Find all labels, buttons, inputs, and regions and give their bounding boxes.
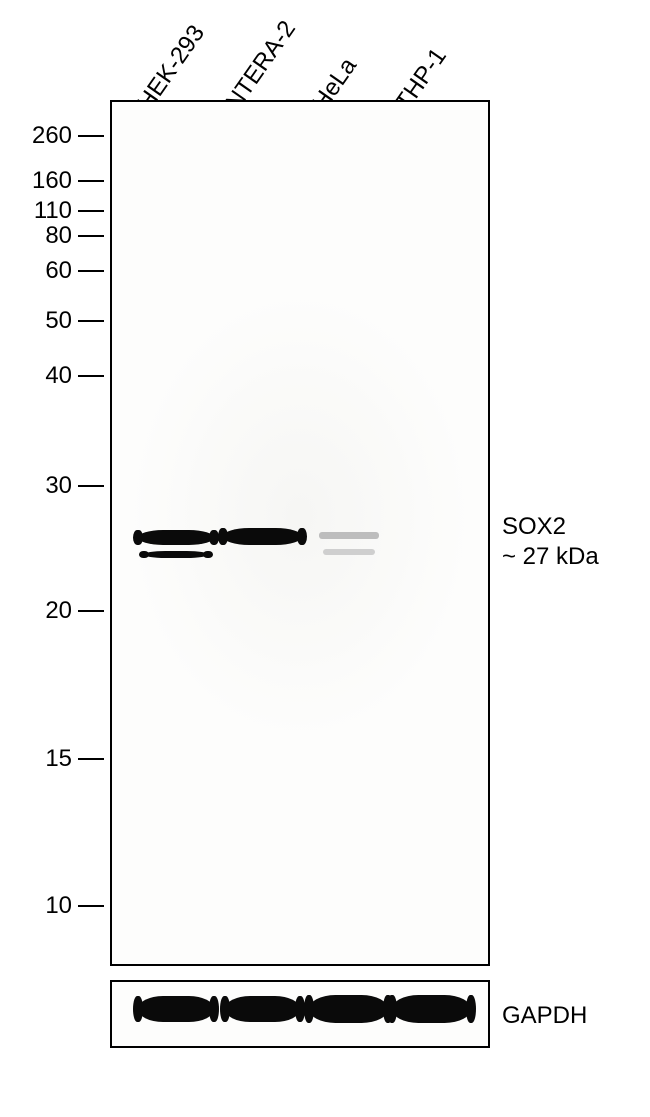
mw-tick: [78, 375, 104, 377]
loading-band: [138, 996, 213, 1022]
mw-label: 40: [20, 362, 72, 390]
target-mw: ~ 27 kDa: [502, 542, 599, 572]
mw-tick: [78, 610, 104, 612]
mw-label: 110: [20, 197, 72, 225]
mw-tick: [78, 135, 104, 137]
mw-label: 20: [20, 597, 72, 625]
mw-label: 10: [20, 892, 72, 920]
mw-label: 30: [20, 472, 72, 500]
blot-band: [223, 528, 302, 545]
mw-tick: [78, 210, 104, 212]
blot-band: [319, 532, 379, 539]
loading-band: [309, 995, 388, 1023]
mw-tick: [78, 758, 104, 760]
mw-tick: [78, 235, 104, 237]
mw-tick: [78, 180, 104, 182]
target-name: SOX2: [502, 512, 599, 542]
blot-band: [138, 530, 213, 545]
loading-control-label: GAPDH: [502, 1002, 587, 1030]
mw-label: 80: [20, 222, 72, 250]
mw-tick: [78, 905, 104, 907]
loading-control-panel: [110, 980, 490, 1048]
loading-band: [225, 996, 300, 1022]
blot-band: [323, 549, 376, 555]
mw-tick: [78, 320, 104, 322]
mw-tick: [78, 270, 104, 272]
mw-label: 60: [20, 257, 72, 285]
mw-label: 260: [20, 122, 72, 150]
western-blot-figure: HEK-293 NTERA-2 HeLa THP-1 2601601108060…: [0, 0, 650, 1117]
blot-band: [144, 551, 208, 558]
target-annotation: SOX2 ~ 27 kDa: [502, 512, 599, 572]
mw-label: 15: [20, 745, 72, 773]
mw-label: 50: [20, 307, 72, 335]
loading-band: [392, 995, 471, 1023]
mw-label: 160: [20, 167, 72, 195]
mw-tick: [78, 485, 104, 487]
main-blot-panel: [110, 100, 490, 966]
